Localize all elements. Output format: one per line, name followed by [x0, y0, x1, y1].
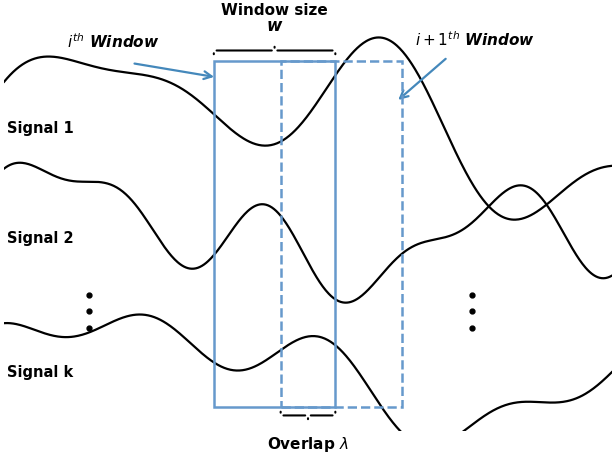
Text: Overlap $\lambda$: Overlap $\lambda$ — [267, 436, 349, 454]
Bar — [281, 61, 402, 407]
Text: $i^{th}$ Window: $i^{th}$ Window — [67, 32, 160, 51]
Text: Signal 1: Signal 1 — [7, 121, 74, 136]
Text: $\boldsymbol{w}$: $\boldsymbol{w}$ — [266, 16, 283, 35]
Text: $i+1^{th}$ Window: $i+1^{th}$ Window — [415, 30, 535, 49]
Text: Window size: Window size — [221, 3, 328, 18]
Text: Signal 2: Signal 2 — [7, 230, 74, 245]
Bar — [214, 61, 335, 407]
Text: Signal k: Signal k — [7, 365, 73, 380]
